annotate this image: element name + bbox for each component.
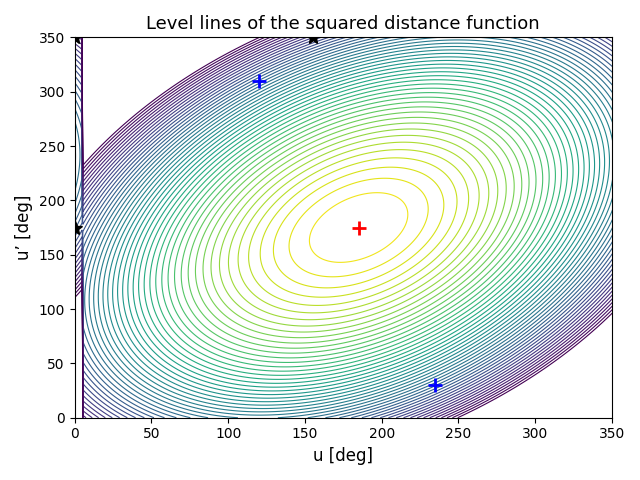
Title: Level lines of the squared distance function: Level lines of the squared distance func… xyxy=(147,15,540,33)
Y-axis label: u’ [deg]: u’ [deg] xyxy=(15,195,33,260)
X-axis label: u [deg]: u [deg] xyxy=(313,447,373,465)
